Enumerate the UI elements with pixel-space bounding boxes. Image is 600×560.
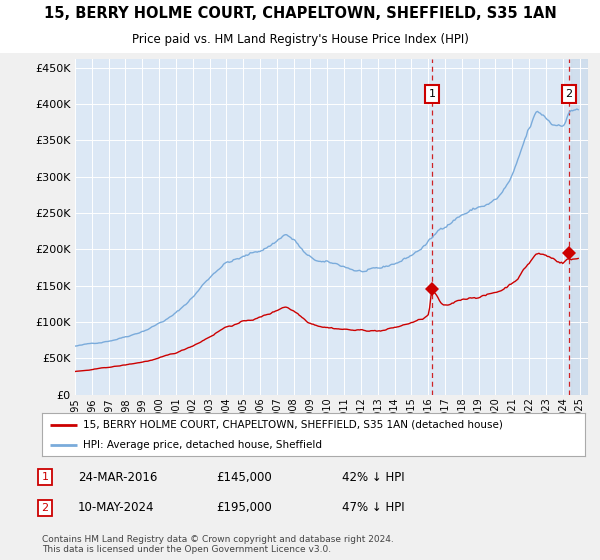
Text: 15, BERRY HOLME COURT, CHAPELTOWN, SHEFFIELD, S35 1AN (detached house): 15, BERRY HOLME COURT, CHAPELTOWN, SHEFF… — [83, 419, 503, 430]
Text: 42% ↓ HPI: 42% ↓ HPI — [342, 470, 404, 484]
Text: 10-MAY-2024: 10-MAY-2024 — [78, 501, 155, 515]
Text: Contains HM Land Registry data © Crown copyright and database right 2024.
This d: Contains HM Land Registry data © Crown c… — [42, 535, 394, 554]
Text: 47% ↓ HPI: 47% ↓ HPI — [342, 501, 404, 515]
Text: £195,000: £195,000 — [216, 501, 272, 515]
Text: 1: 1 — [428, 89, 436, 99]
Text: HPI: Average price, detached house, Sheffield: HPI: Average price, detached house, Shef… — [83, 440, 322, 450]
Text: 1: 1 — [41, 472, 49, 482]
Text: 2: 2 — [41, 503, 49, 513]
Text: Price paid vs. HM Land Registry's House Price Index (HPI): Price paid vs. HM Land Registry's House … — [131, 34, 469, 46]
Text: 2: 2 — [565, 89, 572, 99]
Text: 24-MAR-2016: 24-MAR-2016 — [78, 470, 157, 484]
Bar — [571, 59, 588, 395]
Text: £145,000: £145,000 — [216, 470, 272, 484]
Text: 15, BERRY HOLME COURT, CHAPELTOWN, SHEFFIELD, S35 1AN: 15, BERRY HOLME COURT, CHAPELTOWN, SHEFF… — [44, 6, 556, 21]
